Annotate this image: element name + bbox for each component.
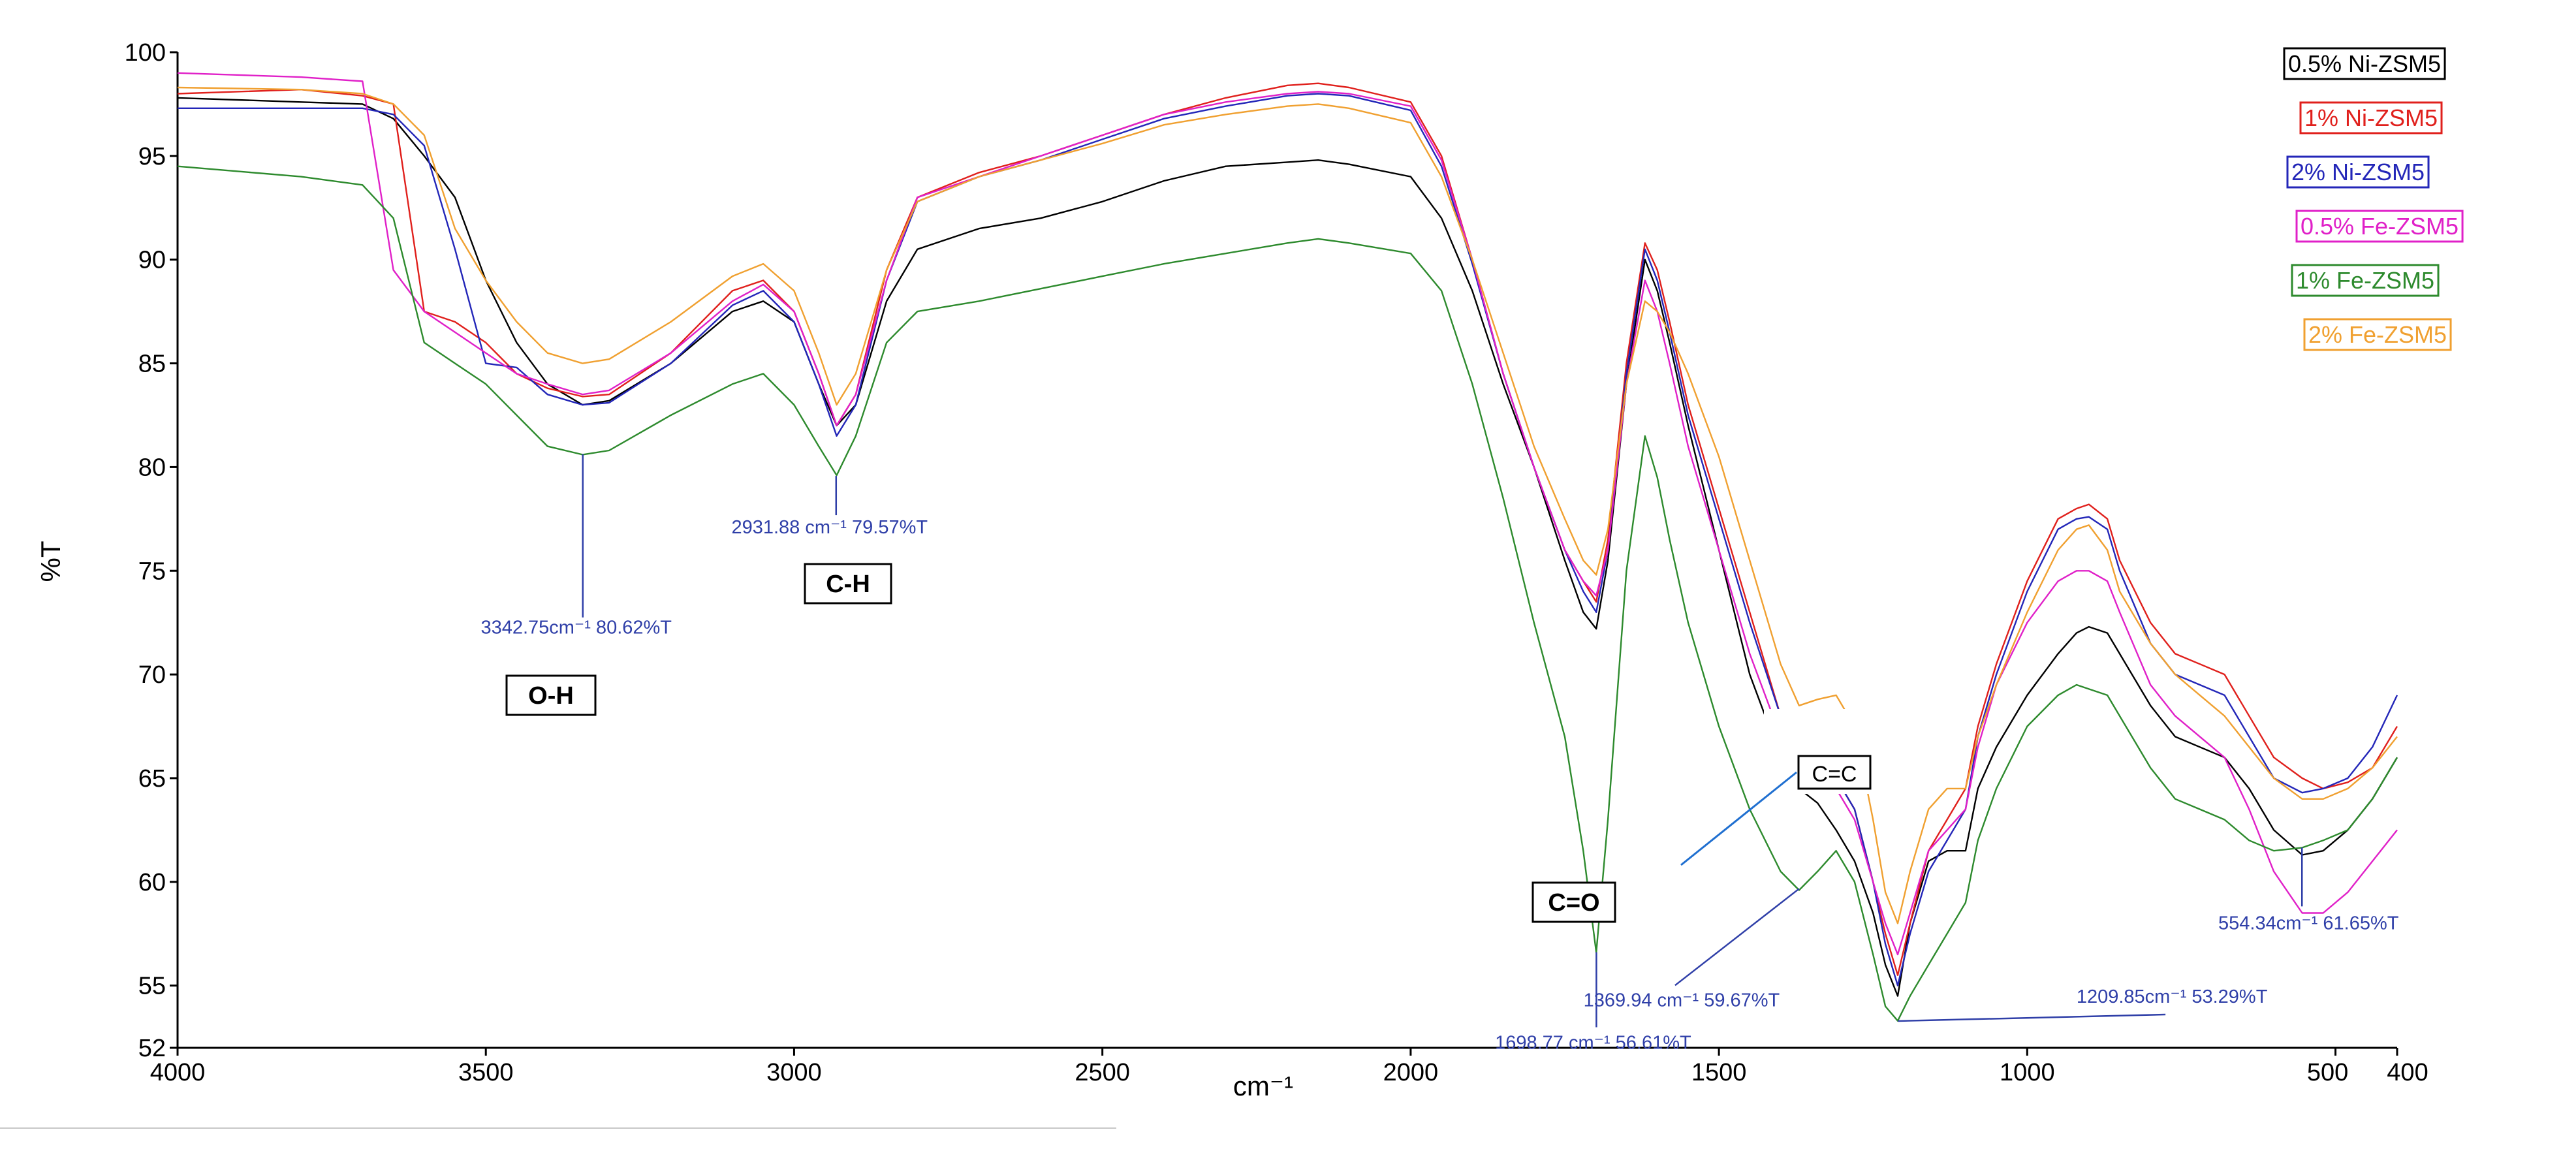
legend-label: 1% Ni-ZSM5 [2304, 104, 2438, 131]
x-tick-label: 400 [2387, 1059, 2428, 1086]
axes-layer: 52 55 60 65 70 75 80 85 90 95 100 4000 3500 3000 2500 2… [125, 39, 2428, 1086]
peak-marker-line [1674, 888, 1800, 986]
y-tick-label: 52 [138, 1035, 166, 1062]
y-axis-title: %T [35, 541, 66, 582]
y-tick-label: 90 [138, 247, 166, 274]
group-label-ch-text: C-H [826, 571, 870, 598]
peak-label: 2931.88 cm⁻¹ 79.57%T [731, 517, 928, 538]
legend-item: 1% Fe-ZSM5 [2291, 264, 2440, 297]
group-label-cc-text: C=C [1812, 762, 1857, 787]
group-label-oh-text: O-H [528, 682, 574, 710]
y-tick-label: 65 [138, 765, 166, 793]
legend-box [2291, 264, 2440, 297]
group-label-oh: O-H [505, 674, 597, 716]
series-line-2 [177, 82, 2398, 976]
x-tick-label: 1500 [1691, 1059, 1747, 1086]
peak-marker-line [1898, 1013, 2166, 1022]
legend-box [2286, 155, 2430, 189]
legend-label: 2% Ni-ZSM5 [2291, 159, 2425, 185]
y-tick-label: 95 [138, 143, 166, 170]
peak-label: 3342.75cm⁻¹ 80.62%T [480, 618, 672, 638]
y-tick-label: 70 [138, 661, 166, 689]
legend-box [2283, 47, 2446, 80]
y-tick-label: 100 [125, 39, 166, 67]
series-line-6 [177, 86, 2398, 924]
group-label-co-text: C=O [1548, 889, 1599, 917]
x-tick-label: 4000 [150, 1059, 206, 1086]
peak-label: 554.34cm⁻¹ 61.65%T [2218, 913, 2399, 934]
x-axis-title: cm⁻¹ [1233, 1071, 1293, 1101]
series-line-3 [178, 93, 2398, 986]
legend-box [2303, 318, 2452, 351]
legend-label: 2% Fe-ZSM5 [2308, 321, 2447, 348]
x-tick-label: 2000 [1383, 1059, 1439, 1086]
peak-label: 1698.77 cm⁻¹ 56.61%T [1495, 1033, 1691, 1054]
y-tick-label: 75 [138, 558, 166, 585]
x-tick-label: 2500 [1075, 1059, 1130, 1086]
legend-box [2299, 101, 2443, 134]
group-label-ch: C-H [804, 563, 892, 605]
legend: 0.5% Ni-ZSM5 1% Ni-ZSM5 2% Ni-ZSM5 0.5% Fe-… [2283, 47, 2464, 351]
y-tick-label: 55 [138, 973, 166, 1000]
series-line-5 [177, 165, 2398, 1022]
legend-item: 2% Ni-ZSM5 [2286, 155, 2430, 189]
legend-label: 1% Fe-ZSM5 [2296, 267, 2434, 294]
y-tick-label: 80 [138, 454, 166, 481]
x-tick-label: 1000 [2000, 1059, 2055, 1086]
peak-label: 1209.85cm⁻¹ 53.29%T [2077, 986, 2268, 1007]
y-tick-label: 85 [138, 351, 166, 378]
x-tick-label: 3000 [766, 1059, 822, 1086]
legend-label: 0.5% Ni-ZSM5 [2288, 50, 2441, 77]
legend-item: 0.5% Fe-ZSM5 [2295, 210, 2464, 243]
peak-label: 1369.94 cm⁻¹ 59.67%T [1584, 990, 1780, 1011]
legend-item: 2% Fe-ZSM5 [2303, 318, 2452, 351]
series-layer [177, 72, 2398, 1022]
legend-box [2295, 210, 2464, 243]
group-label-cc: C=C [1680, 709, 1875, 866]
legend-item: 0.5% Ni-ZSM5 [2283, 47, 2446, 80]
legend-label: 0.5% Fe-ZSM5 [2301, 213, 2458, 240]
x-tick-label: 500 [2307, 1059, 2348, 1086]
annotation-layer: 3342.75cm⁻¹ 80.62%T 2931.88 cm⁻¹ 79.57%T 1… [480, 454, 2399, 1054]
x-tick-label: 3500 [458, 1059, 514, 1086]
legend-item: 1% Ni-ZSM5 [2299, 101, 2443, 134]
y-tick-label: 60 [138, 869, 166, 896]
group-label-co: C=O [1531, 881, 1616, 923]
